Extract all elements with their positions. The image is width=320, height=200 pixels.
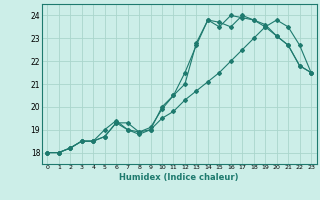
X-axis label: Humidex (Indice chaleur): Humidex (Indice chaleur)	[119, 173, 239, 182]
